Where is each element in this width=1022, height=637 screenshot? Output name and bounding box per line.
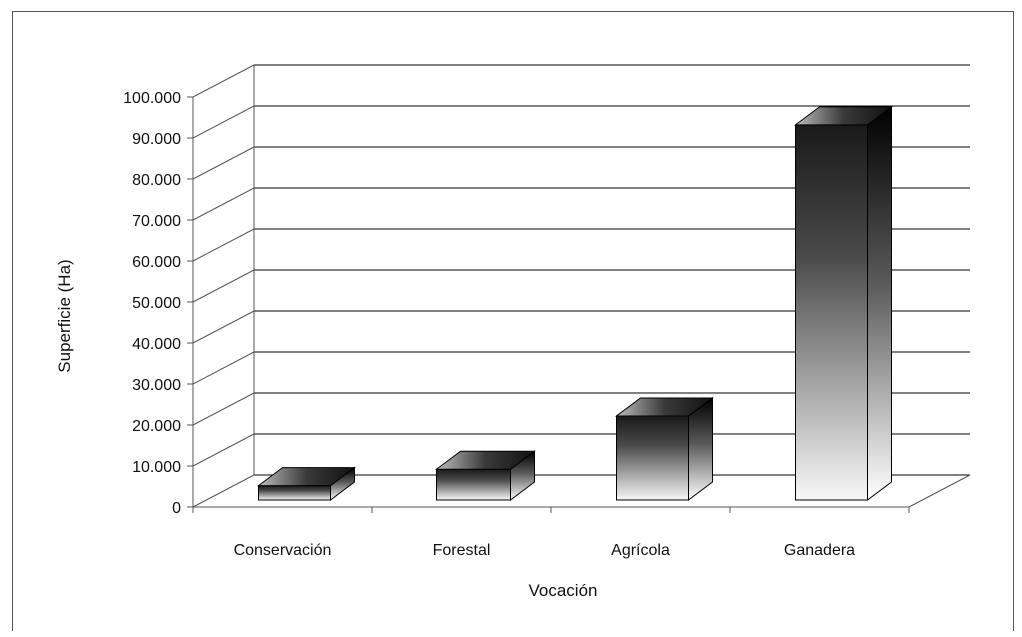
bar-3 (794, 105, 893, 501)
y-tick-label: 60.000 (132, 254, 181, 271)
bar-chart: 0 10.000 20.000 30.000 40.000 50.000 60.000 70.… (55, 64, 971, 600)
bar-0 (257, 466, 356, 501)
x-tick-label: Ganadera (784, 542, 855, 559)
x-axis-label: Vocación (529, 581, 598, 600)
wall-gridline (192, 433, 255, 467)
y-tick-label: 40.000 (132, 336, 181, 353)
y-tick-label: 100.000 (123, 90, 181, 107)
wall-gridline (192, 351, 255, 385)
bar-2 (615, 396, 714, 501)
bar-front (436, 468, 511, 501)
wall-gridline (192, 269, 255, 303)
y-tick-labels: 0 10.000 20.000 30.000 40.000 50.000 60.000 70.… (123, 90, 181, 517)
bar-top (257, 467, 356, 487)
y-tick-label: 90.000 (132, 131, 181, 148)
bar-side (867, 105, 892, 501)
bar-top (615, 397, 714, 417)
x-tick-labels: Conservación Forestal Agrícola Ganadera (234, 542, 856, 559)
y-tick-label: 0 (172, 500, 181, 517)
y-tick-label: 30.000 (132, 377, 181, 394)
wall-gridline (192, 392, 255, 426)
wall-gridline (192, 228, 255, 262)
y-tick-label: 20.000 (132, 418, 181, 435)
bar-front (258, 485, 331, 501)
wall-gridline (192, 310, 255, 344)
chart-frame: 0 10.000 20.000 30.000 40.000 50.000 60.000 70.… (12, 11, 1014, 631)
x-tick-label: Conservación (234, 542, 332, 559)
x-tick-label: Agrícola (611, 542, 670, 559)
wall-gridline (192, 105, 255, 139)
wall-gridline (192, 474, 255, 508)
y-axis-label: Superficie (Ha) (55, 259, 74, 372)
floor-right-edge (908, 474, 971, 508)
wall-gridline (192, 64, 255, 98)
y-tick-label: 10.000 (132, 459, 181, 476)
y-tick-label: 50.000 (132, 295, 181, 312)
wall-gridline (192, 146, 255, 180)
y-tick-label: 70.000 (132, 213, 181, 230)
x-tick-label: Forestal (433, 542, 491, 559)
bars-layer (257, 105, 893, 501)
wall-gridline (192, 187, 255, 221)
bar-top (435, 450, 536, 470)
bar-top (794, 106, 893, 126)
y-tick-label: 80.000 (132, 172, 181, 189)
bar-front (616, 415, 689, 501)
bar-1 (435, 450, 536, 501)
bar-front (795, 124, 868, 501)
